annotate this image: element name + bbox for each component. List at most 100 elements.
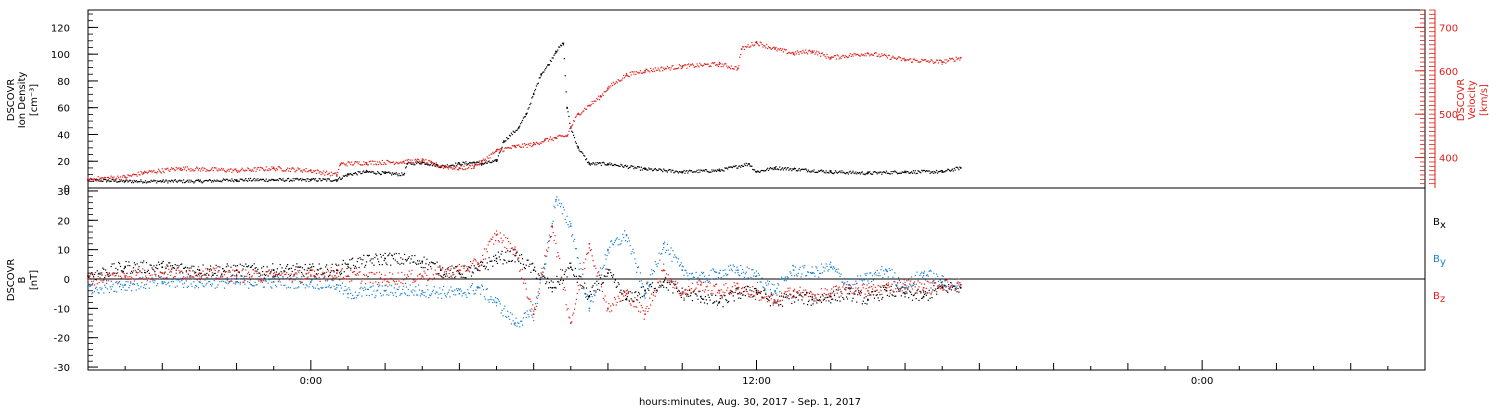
top-right-tick-label: 500 (1439, 110, 1458, 121)
bottom-series-bz-point (421, 275, 424, 277)
bottom-series-bx-point (458, 272, 461, 274)
bottom-series-bx-point (699, 295, 702, 298)
top-ylabel-line-2: Ion Density (17, 72, 28, 129)
bottom-series-by-point (681, 269, 684, 271)
top-series-1-point (180, 167, 182, 170)
bottom-series-bz-point (774, 301, 776, 304)
bottom-series-by-point (625, 234, 628, 236)
top-series-0-point (532, 93, 535, 96)
bottom-series-bx-point (904, 292, 906, 295)
legend-entry-z: B (1433, 291, 1440, 302)
top-series-1-point (514, 145, 516, 148)
bottom-series-bx-point (811, 298, 814, 301)
top-series-0-point (588, 163, 591, 165)
bottom-series-bz-point (336, 272, 338, 274)
bottom-series-by-point (87, 287, 89, 289)
bottom-series-by-point (198, 281, 201, 283)
bottom-series-by-point (588, 307, 591, 310)
top-left-tick-label: 60 (57, 104, 70, 115)
bottom-ylabel-line-3: [nT] (29, 270, 40, 290)
top-series-0-point (959, 167, 962, 169)
top-ylabel-line-1: DSCOVR (6, 79, 17, 122)
bottom-series-by-point (941, 281, 943, 283)
bottom-series-bz-point (384, 278, 386, 280)
bottom-series-bx-point (440, 269, 442, 271)
bottom-series-bz-point (699, 284, 702, 286)
bottom-series-bx-point (625, 298, 628, 301)
legend-entry-sub-y: y (1440, 257, 1446, 268)
top-series-1-point (272, 167, 275, 170)
bottom-series-bz-trace (87, 226, 961, 324)
bottom-series-by-point (421, 289, 424, 292)
top-series-1-point (737, 67, 739, 70)
bottom-series-bx-point (848, 292, 851, 295)
bottom-ylabel-line-2: B (17, 276, 28, 283)
bottom-series-bx-point (588, 295, 591, 298)
top-series-1-point (473, 165, 476, 168)
bottom-series-by-point (384, 289, 386, 292)
x-tick-label: 12:00 (742, 376, 771, 387)
bottom-series-by-point (737, 269, 739, 271)
bottom-series-bx-point (755, 289, 758, 292)
top-right-tick-label: 700 (1439, 23, 1458, 34)
bottom-series-by-point (495, 301, 498, 304)
bottom-series-by-point (544, 263, 546, 266)
bottom-series-bx-point (87, 275, 89, 277)
top-series-0-point (566, 106, 568, 109)
bottom-series-bx-point (495, 257, 498, 260)
bottom-series-bz-point (811, 295, 814, 298)
top-series-1-point (941, 61, 943, 63)
bottom-series-bx-point (421, 260, 424, 263)
bottom-series-bx (87, 248, 962, 308)
top-series-0-point (458, 163, 461, 165)
top-series-0-point (310, 179, 312, 181)
bottom-left-tick-label: -30 (54, 363, 70, 374)
bottom-series-bz-point (124, 275, 126, 277)
top-left-tick-label: 0 (64, 184, 70, 195)
x-tick-label: 0:00 (1191, 376, 1213, 387)
top-left-tick-label: 40 (57, 130, 70, 141)
top-series-0-point (607, 163, 609, 165)
top-series-1-point (774, 48, 776, 50)
top-series-0-point (347, 173, 349, 176)
bottom-series-bz-point (904, 284, 906, 286)
bottom-series-bz-point (532, 313, 535, 316)
bottom-series-by-point (477, 287, 479, 289)
bottom-series-by-point (124, 284, 126, 286)
legend-entry-sub-x: x (1440, 220, 1446, 231)
bottom-series-bz-point (625, 292, 628, 295)
top-series-0-point (577, 147, 580, 149)
bottom-series-by-point (829, 266, 832, 269)
top-series-0-point (867, 172, 869, 175)
bottom-series-by-point (774, 289, 776, 292)
bottom-series-bz-point (235, 275, 238, 277)
bottom-series-by-point (336, 284, 338, 286)
top-series-0-point (525, 113, 528, 116)
top-series-0-point (480, 163, 483, 165)
top-right-tick-label: 400 (1439, 154, 1458, 165)
top-series-1-point (959, 56, 962, 59)
bottom-series-bz-point (867, 289, 869, 292)
bottom-series-by-point (718, 272, 721, 274)
bottom-series-bx-point (124, 266, 126, 269)
bottom-series-by-point (514, 322, 516, 324)
bottom-series-bx-point (662, 281, 665, 283)
top-series-1-point (310, 169, 312, 172)
bottom-series-bz-point (662, 269, 665, 271)
top-left-tick-label: 80 (57, 77, 70, 88)
bottom-series-by-point (161, 281, 164, 283)
bottom-series-by-point (555, 198, 557, 201)
top-series-0-point (384, 172, 386, 175)
bottom-series-bx-point (161, 266, 164, 269)
bottom-series-by-point (885, 269, 888, 271)
bottom-series-bx-point (235, 269, 238, 271)
legend-entry-sub-z: z (1440, 294, 1445, 305)
top-series-1-point (577, 113, 580, 115)
top-series-0-point (365, 171, 368, 173)
bottom-series-bx-point (607, 272, 609, 274)
bottom-series-by-point (792, 269, 795, 271)
top-series-0-point (495, 160, 498, 163)
bottom-series-bz-point (87, 278, 89, 280)
